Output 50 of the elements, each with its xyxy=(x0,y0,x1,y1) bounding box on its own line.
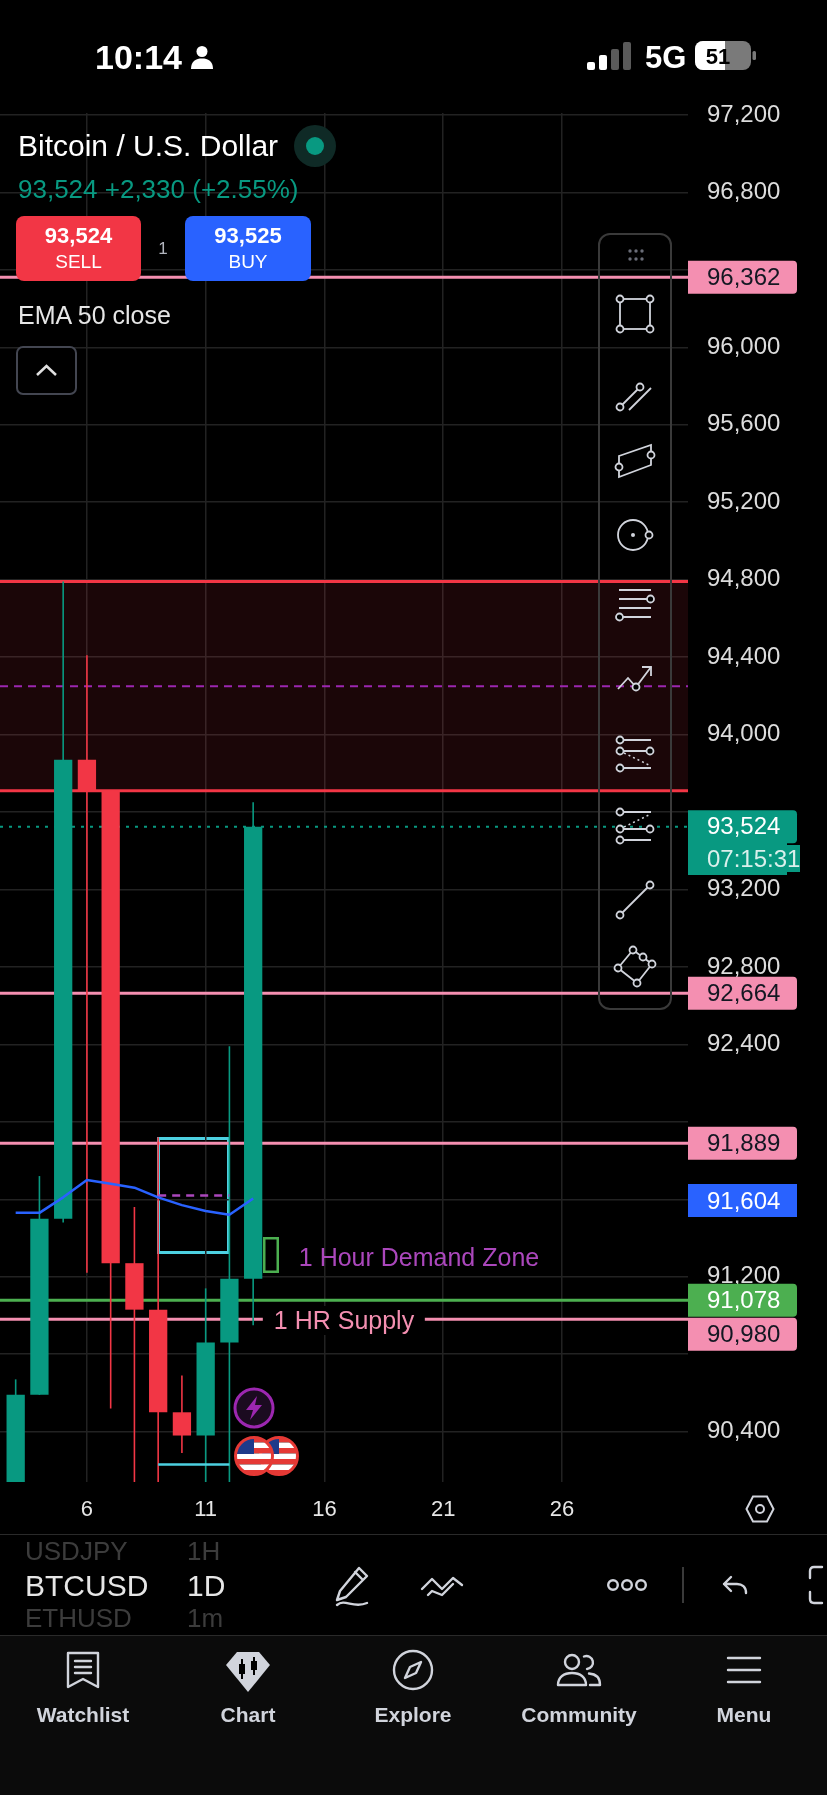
x-tick-label: 16 xyxy=(312,1496,337,1522)
annotation: BUY xyxy=(228,251,268,274)
y-tick-label: 94,800 xyxy=(707,564,781,592)
y-tick-label: 92,800 xyxy=(707,951,781,979)
text: USDJPY xyxy=(25,1536,128,1568)
x-tick-label: 11 xyxy=(194,1496,218,1522)
text: 5G xyxy=(645,39,687,76)
ref-line-label: 96,362 xyxy=(707,262,781,290)
text: Watchlist xyxy=(36,1703,130,1728)
y-tick-label: 95,600 xyxy=(707,409,781,437)
text: 1D xyxy=(187,1569,226,1604)
y-tick-label: 90,400 xyxy=(707,1416,781,1444)
annotation: 1 HR Supply xyxy=(273,1306,415,1335)
text: Menu xyxy=(716,1703,772,1728)
text: ETHUSD xyxy=(25,1603,132,1635)
y-tick-label: 94,000 xyxy=(707,719,781,747)
ref-line-label: 90,980 xyxy=(707,1320,781,1347)
annotation: 93,524 xyxy=(44,222,113,248)
text: 10:14 xyxy=(95,37,182,78)
annotation: EMA 50 close xyxy=(18,301,171,330)
y-tick-label: 95,200 xyxy=(707,486,781,514)
text: 1m xyxy=(187,1603,224,1635)
annotation: 1 Hour Demand Zone xyxy=(298,1243,540,1272)
text: Explore xyxy=(374,1703,452,1728)
ref-line-label: 92,664 xyxy=(707,978,781,1006)
text: 07:15:31 xyxy=(707,844,801,873)
y-tick-label: 93,200 xyxy=(707,874,781,902)
y-tick-label: 96,000 xyxy=(707,331,781,359)
ref-line-label: 93,524 xyxy=(707,812,781,840)
x-tick-label: 6 xyxy=(80,1496,94,1522)
text: Chart xyxy=(220,1703,276,1728)
text: 93,524 +2,330 (+2.55%) xyxy=(18,174,299,206)
text: 91,604 xyxy=(707,1186,781,1215)
y-tick-label: 97,200 xyxy=(707,99,781,127)
x-tick-label: 26 xyxy=(549,1496,575,1522)
text: 51 xyxy=(705,43,731,69)
x-tick-label: 21 xyxy=(430,1496,456,1522)
text: Community xyxy=(521,1703,637,1728)
text: 1H xyxy=(187,1536,221,1568)
annotation: 1 xyxy=(158,239,168,260)
y-tick-label: 91,200 xyxy=(707,1261,781,1289)
text: Bitcoin / U.S. Dollar xyxy=(18,129,279,164)
y-tick-label: 94,400 xyxy=(707,641,781,669)
y-tick-label: 92,400 xyxy=(707,1029,781,1057)
annotation: 93,525 xyxy=(214,222,282,248)
annotation: SELL xyxy=(55,251,102,274)
ref-line-label: 91,078 xyxy=(707,1286,781,1313)
text: BTCUSD xyxy=(25,1569,149,1604)
ref-line-label: 91,889 xyxy=(707,1128,781,1156)
y-tick-label: 96,800 xyxy=(707,177,781,205)
